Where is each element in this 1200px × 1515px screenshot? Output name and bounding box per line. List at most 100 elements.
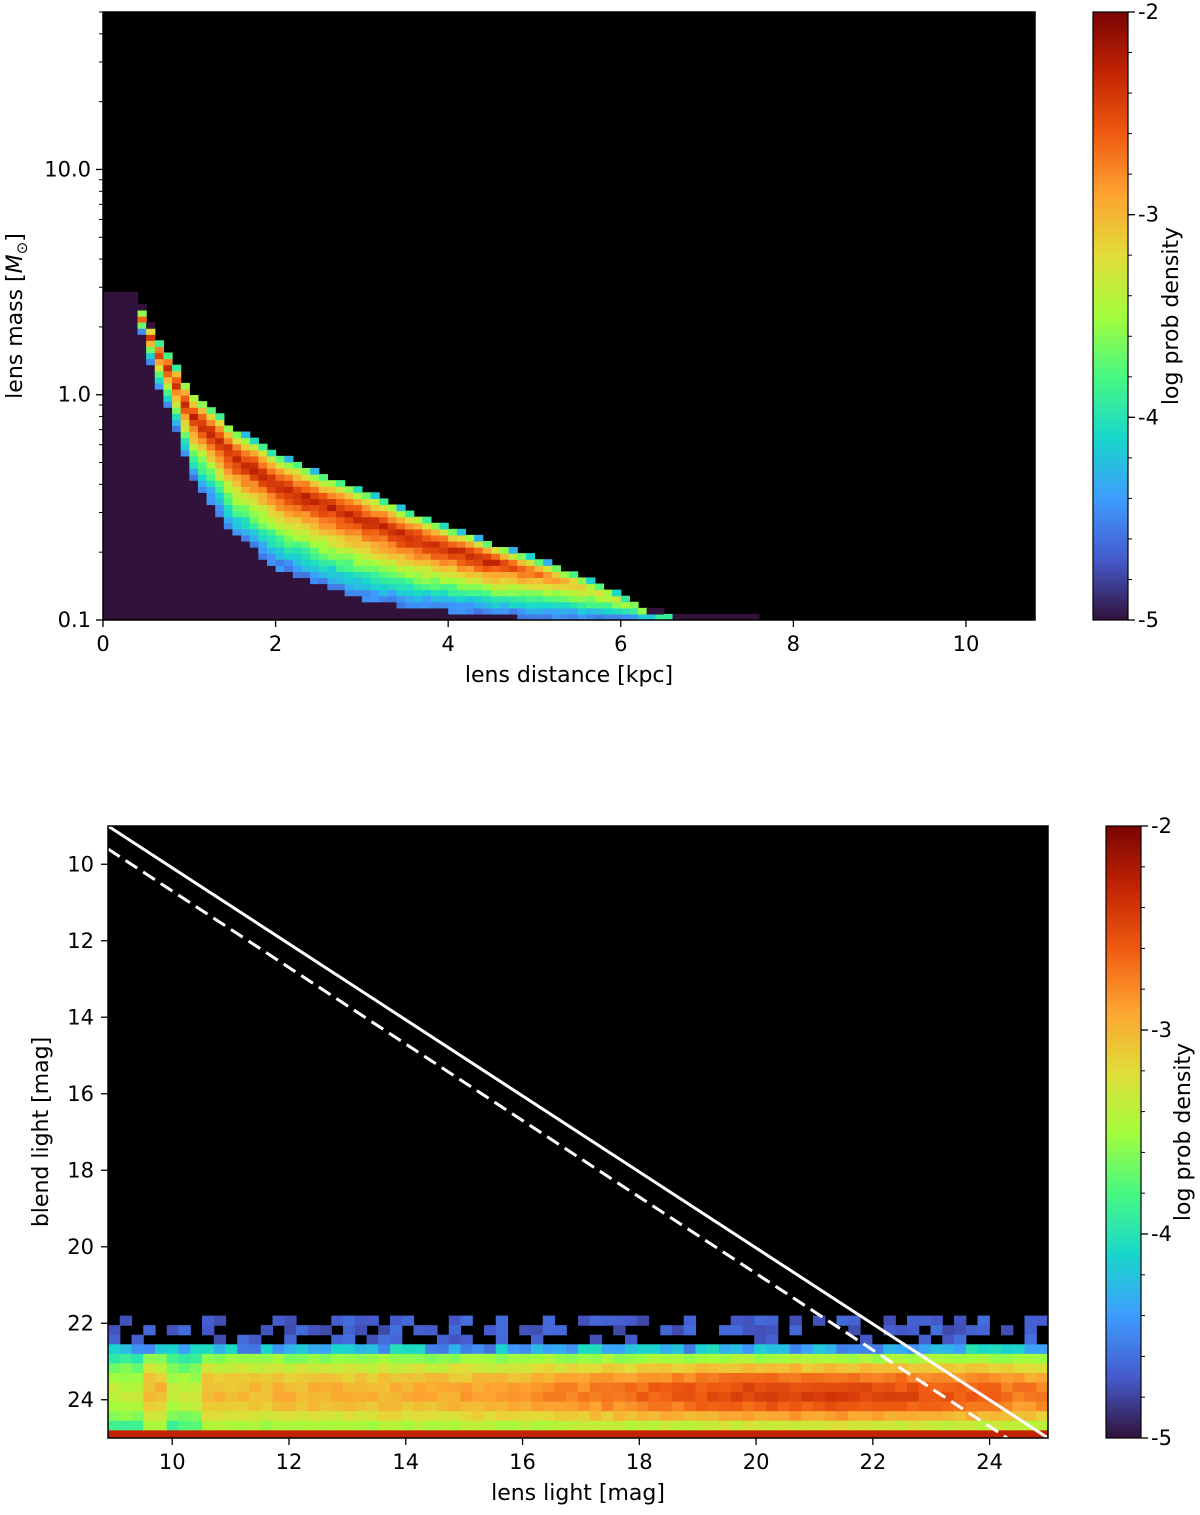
heatmap-cell [284, 607, 294, 615]
heatmap-cell [180, 613, 190, 620]
heatmap-cell [578, 1401, 591, 1412]
heatmap-cell [989, 1430, 1002, 1438]
heatmap-cell [534, 565, 544, 572]
heatmap-cell [354, 1401, 368, 1412]
heatmap-cell [180, 516, 190, 524]
heatmap-cell [172, 437, 182, 445]
heatmap-cell [508, 577, 518, 585]
heatmap-cell [589, 1392, 603, 1403]
heatmap-cell [202, 1325, 215, 1336]
heatmap-cell [482, 595, 492, 603]
heatmap-cell [232, 468, 242, 475]
heatmap-cell [517, 583, 527, 591]
heatmap-cell [258, 553, 268, 560]
heatmap-cell [241, 468, 251, 475]
heatmap-cell [206, 419, 216, 427]
heatmap-cell [977, 1372, 990, 1384]
heatmap-cell [237, 1392, 250, 1403]
heatmap-cell [531, 1363, 544, 1374]
heatmap-cell [327, 480, 337, 487]
heatmap-cell [154, 413, 165, 420]
heatmap-cell [120, 382, 130, 390]
heatmap-cell [660, 1401, 673, 1412]
heatmap-cell [437, 1344, 450, 1355]
heatmap-cell [189, 547, 199, 554]
heatmap-cell [146, 419, 156, 427]
heatmap-cell [344, 601, 354, 609]
y-tick-label: 14 [67, 1005, 94, 1029]
top-x-axis-label: lens distance [kpc] [465, 663, 673, 688]
heatmap-cell [742, 1420, 755, 1431]
heatmap-cell [172, 516, 182, 524]
heatmap-cell [413, 522, 423, 530]
heatmap-cell [531, 1401, 544, 1412]
heatmap-cell [146, 431, 156, 439]
heatmap-cell [172, 498, 182, 506]
heatmap-cell [353, 528, 363, 536]
heatmap-cell [223, 577, 234, 585]
heatmap-cell [543, 577, 553, 585]
colorbar-tick-label: -2 [1151, 814, 1172, 838]
heatmap-cell [111, 322, 121, 329]
heatmap-cell [390, 1363, 403, 1374]
heatmap-cell [551, 595, 561, 603]
heatmap-cell [120, 510, 130, 518]
heatmap-cell [660, 1363, 673, 1374]
heatmap-cell [137, 589, 147, 597]
heatmap-cell [108, 1401, 121, 1412]
heatmap-cell [437, 1392, 450, 1403]
heatmap-cell [258, 565, 268, 572]
heatmap-cell [343, 1363, 356, 1374]
heatmap-cell [848, 1353, 861, 1365]
heatmap-cell [128, 577, 139, 585]
heatmap-cell [354, 1372, 368, 1384]
heatmap-cell [103, 370, 113, 378]
heatmap-cell [111, 540, 121, 548]
heatmap-cell [336, 577, 346, 585]
heatmap-cell [612, 589, 622, 597]
heatmap-cell [1012, 1401, 1026, 1412]
heatmap-cell [589, 1430, 603, 1438]
heatmap-cell [594, 607, 605, 615]
heatmap-cell [155, 1372, 168, 1384]
heatmap-cell [163, 370, 173, 378]
heatmap-cell [310, 540, 320, 548]
heatmap-cell [730, 1363, 744, 1374]
heatmap-cell [172, 419, 182, 427]
heatmap-cell [425, 1353, 438, 1365]
heatmap-cell [683, 1353, 697, 1365]
heatmap-cell [272, 1363, 285, 1374]
heatmap-cell [275, 474, 285, 481]
heatmap-cell [120, 334, 130, 341]
heatmap-cell [353, 607, 363, 615]
y-tick-label: 16 [67, 1082, 94, 1106]
heatmap-cell [103, 468, 113, 475]
heatmap-cell [163, 583, 173, 591]
heatmap-cell [707, 613, 717, 620]
heatmap-cell [353, 516, 363, 524]
heatmap-cell [120, 522, 130, 530]
heatmap-cell [601, 1372, 614, 1384]
heatmap-cell [111, 492, 121, 499]
heatmap-cell [111, 565, 121, 572]
heatmap-cell [131, 1392, 144, 1403]
heatmap-cell [258, 522, 268, 530]
heatmap-cell [629, 607, 639, 615]
heatmap-cell [258, 449, 268, 457]
heatmap-cell [954, 1363, 967, 1374]
heatmap-cell [439, 534, 449, 542]
heatmap-cell [456, 613, 467, 620]
heatmap-cell [425, 1430, 438, 1438]
heatmap-cell [507, 1372, 520, 1384]
heatmap-cell [336, 571, 346, 579]
heatmap-cell [223, 559, 234, 566]
heatmap-cell [387, 528, 398, 536]
heatmap-cell [460, 1315, 473, 1326]
heatmap-cell [474, 607, 484, 615]
heatmap-cell [425, 1344, 438, 1355]
heatmap-cell [189, 528, 199, 536]
heatmap-cell [111, 413, 121, 420]
heatmap-cell [120, 540, 130, 548]
heatmap-cell [103, 340, 113, 347]
heatmap-cell [860, 1401, 873, 1412]
